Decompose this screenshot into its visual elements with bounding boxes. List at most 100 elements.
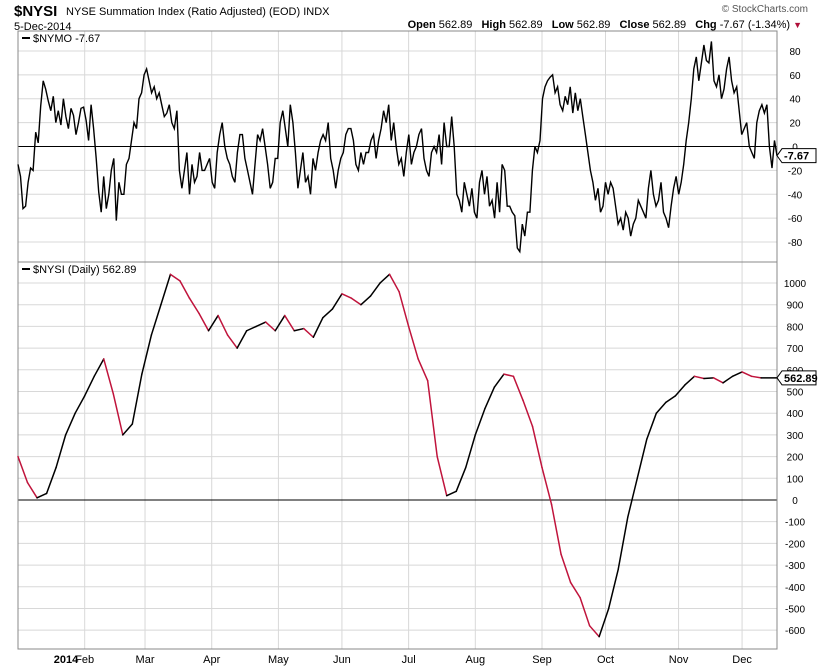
y-tick-label: 40 xyxy=(789,95,801,106)
nysi-series-segment xyxy=(560,553,572,584)
nysi-series-segment xyxy=(379,273,391,284)
nysi-series-segment xyxy=(407,325,419,360)
y-tick-label: 0 xyxy=(792,143,798,154)
last-value-label: -7.67 xyxy=(784,151,809,163)
nysi-series-segment xyxy=(617,516,629,571)
last-value-tag xyxy=(776,370,817,386)
chg-value: -7.67 (-1.34%) xyxy=(719,19,791,31)
nysi-series-segment xyxy=(646,412,658,440)
nysi-series-segment xyxy=(684,375,696,386)
nysi-series-segment xyxy=(636,438,648,480)
nysi-series-segment xyxy=(722,375,734,384)
chart-header: $NYSI NYSE Summation Index (Ratio Adjust… xyxy=(14,3,814,33)
nysi-series-segment xyxy=(588,625,600,638)
nysi-series-segment xyxy=(198,312,210,332)
chart-date: 5-Dec-2014 xyxy=(14,21,72,33)
low-label: Low xyxy=(551,19,574,31)
x-tick-label: May xyxy=(268,654,289,666)
nysi-series-segment xyxy=(360,295,372,306)
nysi-series-segment xyxy=(503,373,515,378)
y-tick-label: 100 xyxy=(787,474,804,485)
nysi-series-segment xyxy=(426,379,438,458)
nysi-series-segment xyxy=(17,455,29,484)
nysi-series-segment xyxy=(484,386,496,410)
nysi-series-segment xyxy=(293,327,305,332)
nysi-series-segment xyxy=(522,399,534,427)
nysi-series-segment xyxy=(712,377,724,384)
y-tick-label: -300 xyxy=(785,561,805,572)
x-tick-label: Sep xyxy=(532,654,552,666)
legend-entry: $NYMO -7.67 xyxy=(33,33,100,45)
nysi-series-segment xyxy=(179,280,191,299)
open-value: 562.89 xyxy=(438,19,473,31)
ticker-symbol: $NYSI xyxy=(14,3,58,20)
nysi-series-segment xyxy=(36,492,48,499)
x-tick-label: Mar xyxy=(136,654,155,666)
nysi-series-segment xyxy=(207,314,219,332)
nysi-series-segment xyxy=(303,327,315,339)
y-tick-label: -60 xyxy=(788,214,803,225)
legend-entry: $NYSI (Daily) 562.89 xyxy=(33,264,136,276)
nysi-series-segment xyxy=(693,375,705,380)
nysi-series-segment xyxy=(455,466,467,493)
nysi-series-segment xyxy=(274,314,286,332)
nysi-series-segment xyxy=(741,371,753,378)
nysi-series-segment xyxy=(141,334,153,375)
nysi-series-segment xyxy=(531,425,543,469)
x-tick-label: Aug xyxy=(466,654,486,666)
nysi-series-segment xyxy=(322,308,334,319)
x-tick-label: Jul xyxy=(402,654,416,666)
nysi-series-segment xyxy=(417,358,429,382)
y-tick-label: 500 xyxy=(787,387,804,398)
nysi-series-segment xyxy=(236,329,248,349)
close-value: 562.89 xyxy=(652,19,687,31)
nysi-series-segment xyxy=(436,455,448,497)
nysi-series-segment xyxy=(398,290,410,328)
nysi-series-segment xyxy=(131,373,143,425)
nysi-series-segment xyxy=(388,273,400,293)
x-tick-label: Oct xyxy=(597,654,614,666)
y-tick-label: -80 xyxy=(788,238,803,249)
nysi-series-segment xyxy=(112,392,124,436)
nysi-series-segment xyxy=(93,358,105,378)
nysi-series-segment xyxy=(750,375,762,379)
x-tick-label: Apr xyxy=(203,654,220,666)
y-tick-label: 900 xyxy=(787,301,804,312)
nysi-series-segment xyxy=(493,373,505,388)
y-tick-label: 200 xyxy=(787,453,804,464)
last-value-label: 562.89 xyxy=(784,373,818,385)
nysi-series-segment xyxy=(569,581,581,599)
x-tick-label: Dec xyxy=(732,654,752,666)
nysi-series-segment xyxy=(83,375,95,397)
nysi-series-segment xyxy=(45,466,57,495)
nysi-series-segment xyxy=(703,377,715,380)
nysi-series-segment xyxy=(626,477,639,519)
nysi-series-segment xyxy=(369,282,381,297)
y-tick-label: -600 xyxy=(785,626,805,637)
high-value: 562.89 xyxy=(509,19,543,31)
y-tick-label: 60 xyxy=(789,71,801,82)
open-label: Open xyxy=(407,19,436,31)
nysi-series-segment xyxy=(150,303,162,336)
nysi-series-segment xyxy=(731,371,743,378)
nysi-series-segment xyxy=(655,401,667,414)
nysi-series-segment xyxy=(512,375,524,401)
down-triangle-icon: ▼ xyxy=(793,20,802,30)
nysi-series-segment xyxy=(674,384,686,397)
y-tick-label: -500 xyxy=(785,604,805,615)
y-tick-label: 800 xyxy=(787,322,804,333)
chg-label: Chg xyxy=(695,19,717,31)
nysi-series-segment xyxy=(341,293,353,299)
nysi-series-segment xyxy=(217,314,229,336)
exchange-text: INDX xyxy=(303,6,330,18)
high-label: High xyxy=(481,19,506,31)
x-tick-label: Feb xyxy=(75,654,94,666)
y-tick-label: 700 xyxy=(787,344,804,355)
nysi-series-segment xyxy=(579,596,591,627)
low-value: 562.89 xyxy=(576,19,611,31)
nysi-series-segment xyxy=(74,395,86,414)
description-text: NYSE Summation Index (Ratio Adjusted) (E… xyxy=(66,6,301,18)
y-tick-label: 400 xyxy=(787,409,804,420)
nymo-series-line xyxy=(17,41,778,254)
